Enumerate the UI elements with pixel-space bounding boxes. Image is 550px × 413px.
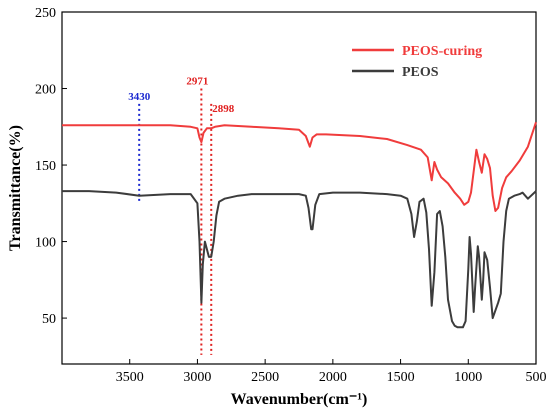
y-tick-label: 100 xyxy=(35,236,56,251)
plot-frame xyxy=(61,11,537,365)
series-lines xyxy=(62,121,537,329)
y-axis-title: Transmittance(%) xyxy=(7,125,24,251)
annotation-label-2971: 2971 xyxy=(186,76,208,88)
x-tick-label: 1500 xyxy=(387,370,415,385)
annotation-label-3430: 3430 xyxy=(128,91,151,103)
x-tick-label: 3000 xyxy=(183,370,211,385)
x-tick-label: 2500 xyxy=(251,370,279,385)
x-axis-title: Wavenumber(cm⁻¹) xyxy=(231,391,368,408)
y-tick-label: 250 xyxy=(35,6,56,21)
series-line-peos xyxy=(62,190,537,329)
peak-annotations: 3430 2971 2898 xyxy=(128,76,235,355)
annotation-label-2898: 2898 xyxy=(212,103,235,115)
series-line-peos-curing xyxy=(62,121,537,212)
y-tick-label: 200 xyxy=(35,83,56,98)
y-axis-ticks: 50 100 150 200 250 xyxy=(35,6,67,327)
y-tick-label: 50 xyxy=(42,312,56,327)
plot-border xyxy=(61,11,537,365)
x-tick-label: 3500 xyxy=(116,370,144,385)
legend: PEOS-curing PEOS xyxy=(352,44,482,80)
y-tick-label: 150 xyxy=(35,159,56,174)
legend-label: PEOS xyxy=(402,65,439,80)
x-tick-label: 1000 xyxy=(454,370,482,385)
x-tick-label: 2000 xyxy=(319,370,347,385)
x-tick-label: 500 xyxy=(526,370,547,385)
x-axis-ticks: 3500 3000 2500 2000 1500 1000 500 xyxy=(116,359,547,385)
legend-label: PEOS-curing xyxy=(402,44,482,59)
